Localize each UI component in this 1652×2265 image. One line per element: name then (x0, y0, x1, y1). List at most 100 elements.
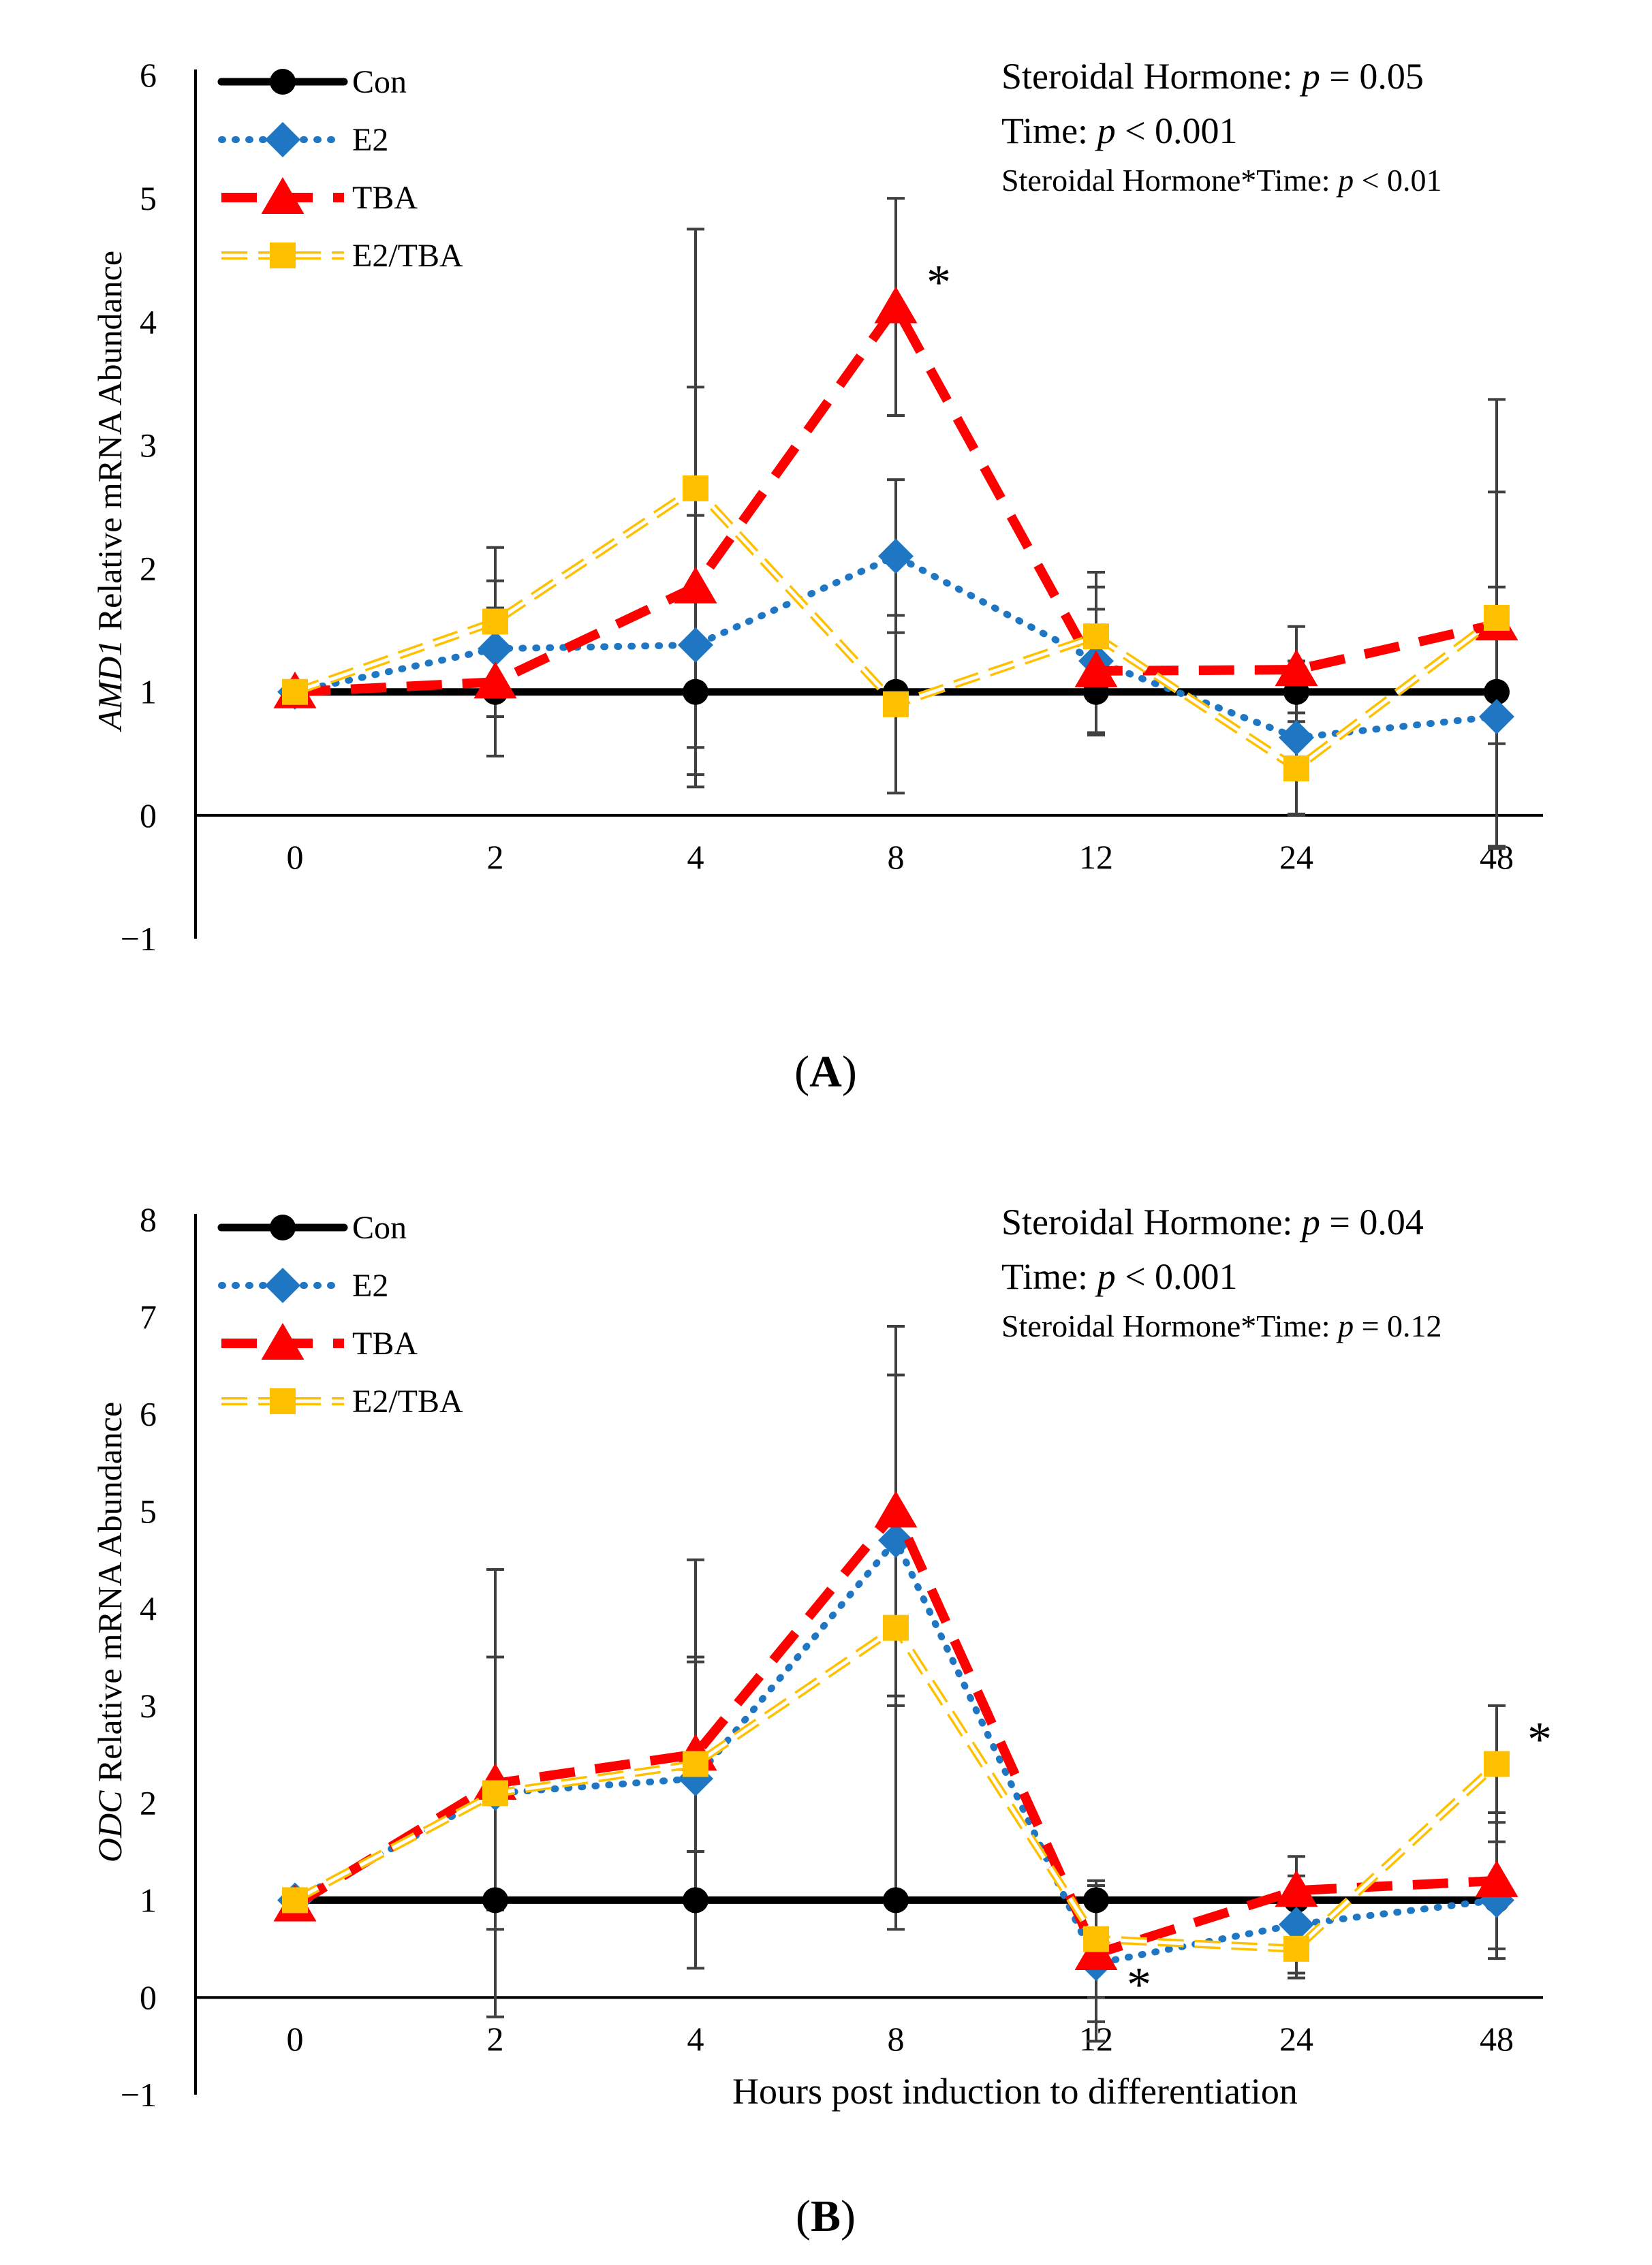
panel-b-stat-hormone-label: Steroidal Hormone: (1001, 1202, 1302, 1243)
panel-a-stat-time-p: p (1095, 110, 1116, 151)
panel-b-y-axis-label: ODC Relative mRNA Abundance (91, 1402, 129, 1862)
panel-a-stat-interaction-p: p (1336, 163, 1354, 198)
panel-a-x-tick-label: 8 (888, 838, 905, 876)
panel-b-y-tick-label: 5 (140, 1492, 157, 1530)
panel-a-x-tick-label: 4 (687, 838, 704, 876)
panel-a-legend-tba-marker (261, 177, 305, 214)
panel-b-e2-point (1279, 1907, 1314, 1943)
panel-b-y-tick-label: 7 (140, 1298, 157, 1336)
panel-a-stat-interaction-label: Steroidal Hormone*Time: (1001, 163, 1338, 198)
panel-b-tba-point (1275, 1870, 1318, 1907)
panel-b-legend-tba-label: TBA (352, 1326, 418, 1362)
panel-a-y-tick-label: 4 (140, 302, 157, 341)
panel-b-stat-time: Time: p < 0.001 (1001, 1256, 1238, 1297)
panel-b-label-letter: B (811, 2191, 841, 2241)
panel-b-y-axis-label-text: Relative mRNA Abundance (91, 1402, 129, 1791)
panel-a-x-tick-label: 24 (1279, 838, 1313, 876)
panel-a-label-close: ) (842, 1047, 857, 1097)
panel-b-stat-hormone-value: = 0.04 (1320, 1202, 1424, 1243)
panel-b-y-tick-label: 0 (140, 1978, 157, 2016)
panel-b-e2-tba-point (883, 1614, 909, 1641)
panel-b-label-open: ( (796, 2191, 811, 2241)
panel-b-legend-e2-label: E2 (352, 1268, 388, 1304)
panel-b-label-close: ) (841, 2191, 856, 2241)
panel-a-legend-tba-label: TBA (352, 180, 418, 216)
panel-a-con-point (683, 678, 708, 705)
panel-b-y-tick-label: 3 (140, 1687, 157, 1725)
panel-a-e2-point (1279, 719, 1314, 755)
panel-a-e2-point (1479, 698, 1514, 734)
panel-a-label-open: ( (794, 1047, 809, 1097)
panel-b-stat-hormone: Steroidal Hormone: p = 0.04 (1001, 1202, 1424, 1243)
panel-b-significance-asterisk: * (1527, 1713, 1552, 1767)
panel-b-e2-tba-point (1283, 1935, 1309, 1962)
panel-b-e2-tba-point (683, 1751, 708, 1777)
panel-a-y-axis-label: AMD1 Relative mRNA Abundance (91, 251, 129, 732)
panel-b-y-tick-label: 4 (140, 1589, 157, 1627)
panel-a-y-tick-label: 5 (140, 179, 157, 217)
panel-a-stat-interaction-value: < 0.01 (1354, 163, 1441, 198)
panel-a-y-axis-gene: AMD1 (91, 640, 129, 732)
panel-b-label: (B) (796, 2191, 856, 2241)
panel-a-e2-tba-point (1083, 623, 1109, 650)
panel-a-legend-e2-tba-marker (270, 243, 296, 268)
panel-b-y-tick-label: −1 (121, 2076, 157, 2114)
panel-a-legend-e2-tba-label: E2/TBA (352, 238, 463, 274)
panel-a-x-tick-label: 0 (287, 838, 304, 876)
panel-a-stat-hormone-value: = 0.05 (1320, 56, 1424, 97)
panel-b-x-tick-label: 8 (888, 2020, 905, 2058)
panel-a-e2-point (478, 631, 513, 667)
panel-b-con-point (883, 1887, 909, 1913)
panel-b-stat-time-label: Time: (1001, 1256, 1097, 1297)
panel-b-y-axis-gene: ODC (91, 1790, 129, 1862)
panel-a-e2-point (878, 538, 914, 574)
panel-b-con-point (683, 1887, 708, 1913)
panel-a-e2-tba-point (482, 608, 508, 635)
panel-a-y-tick-label: 3 (140, 426, 157, 464)
panel-b-stat-hormone-p: p (1299, 1202, 1320, 1243)
panel-b-e2-tba-point (482, 1780, 508, 1807)
panel-b-chart: ODC Relative mRNA Abundance Steroidal Ho… (91, 1200, 1552, 2241)
panel-a-legend-e2-marker (265, 122, 300, 157)
panel-b-significance-asterisk: * (1127, 1957, 1151, 2012)
panel-a-chart: AMD1 Relative mRNA Abundance Steroidal H… (91, 56, 1543, 1097)
panel-b-stat-interaction-p: p (1336, 1309, 1354, 1343)
panel-b-x-tick-label: 4 (687, 2020, 704, 2058)
panel-a-y-tick-label: 6 (140, 56, 157, 94)
panel-b-x-tick-label: 24 (1279, 2020, 1313, 2058)
panel-b-legend-tba-marker (261, 1323, 305, 1360)
panel-a-y-tick-label: 1 (140, 673, 157, 711)
panel-a-x-tick-label: 12 (1079, 838, 1113, 876)
panel-b-x-tick-label: 2 (487, 2020, 504, 2058)
panel-b-con-point (1083, 1887, 1109, 1913)
panel-a-e2-tba-point (1283, 755, 1309, 782)
panel-a-x-tick-label: 2 (487, 838, 504, 876)
panel-b-stat-time-value: < 0.001 (1116, 1256, 1238, 1297)
panel-a-y-axis-label-text: Relative mRNA Abundance (91, 251, 129, 640)
panel-a-stat-time-value: < 0.001 (1116, 110, 1238, 151)
panel-b-y-tick-label: 1 (140, 1881, 157, 1919)
panel-a-e2-tba-point (883, 691, 909, 717)
panel-b-x-axis-label: Hours post induction to differentiation (732, 2071, 1298, 2112)
panel-a-e2-point (678, 627, 713, 663)
panel-b-legend-e2-marker (265, 1268, 300, 1303)
panel-a-stat-hormone-label: Steroidal Hormone: (1001, 56, 1302, 97)
panel-a-legend-e2-label: E2 (352, 122, 388, 158)
panel-a-e2-tba-point (683, 475, 708, 501)
panel-a-tba-point (1275, 649, 1318, 687)
panel-a-label: (A) (794, 1047, 857, 1097)
panel-b-x-tick-label: 48 (1480, 2020, 1514, 2058)
panel-a-stat-interaction: Steroidal Hormone*Time: p < 0.01 (1001, 163, 1442, 198)
panel-a-con-point (1484, 678, 1510, 705)
panel-a-e2-tba-point (1484, 605, 1510, 631)
panel-b-e2-point (878, 1522, 914, 1559)
panel-b-x-tick-label: 0 (287, 2020, 304, 2058)
panel-b-y-tick-label: 2 (140, 1784, 157, 1822)
panel-a-tba-point (874, 286, 918, 324)
panel-b-tba-point (874, 1490, 918, 1528)
panel-a-legend-con-marker (270, 69, 296, 95)
panel-a-stat-hormone: Steroidal Hormone: p = 0.05 (1001, 56, 1424, 97)
panel-a-y-tick-label: 2 (140, 550, 157, 588)
